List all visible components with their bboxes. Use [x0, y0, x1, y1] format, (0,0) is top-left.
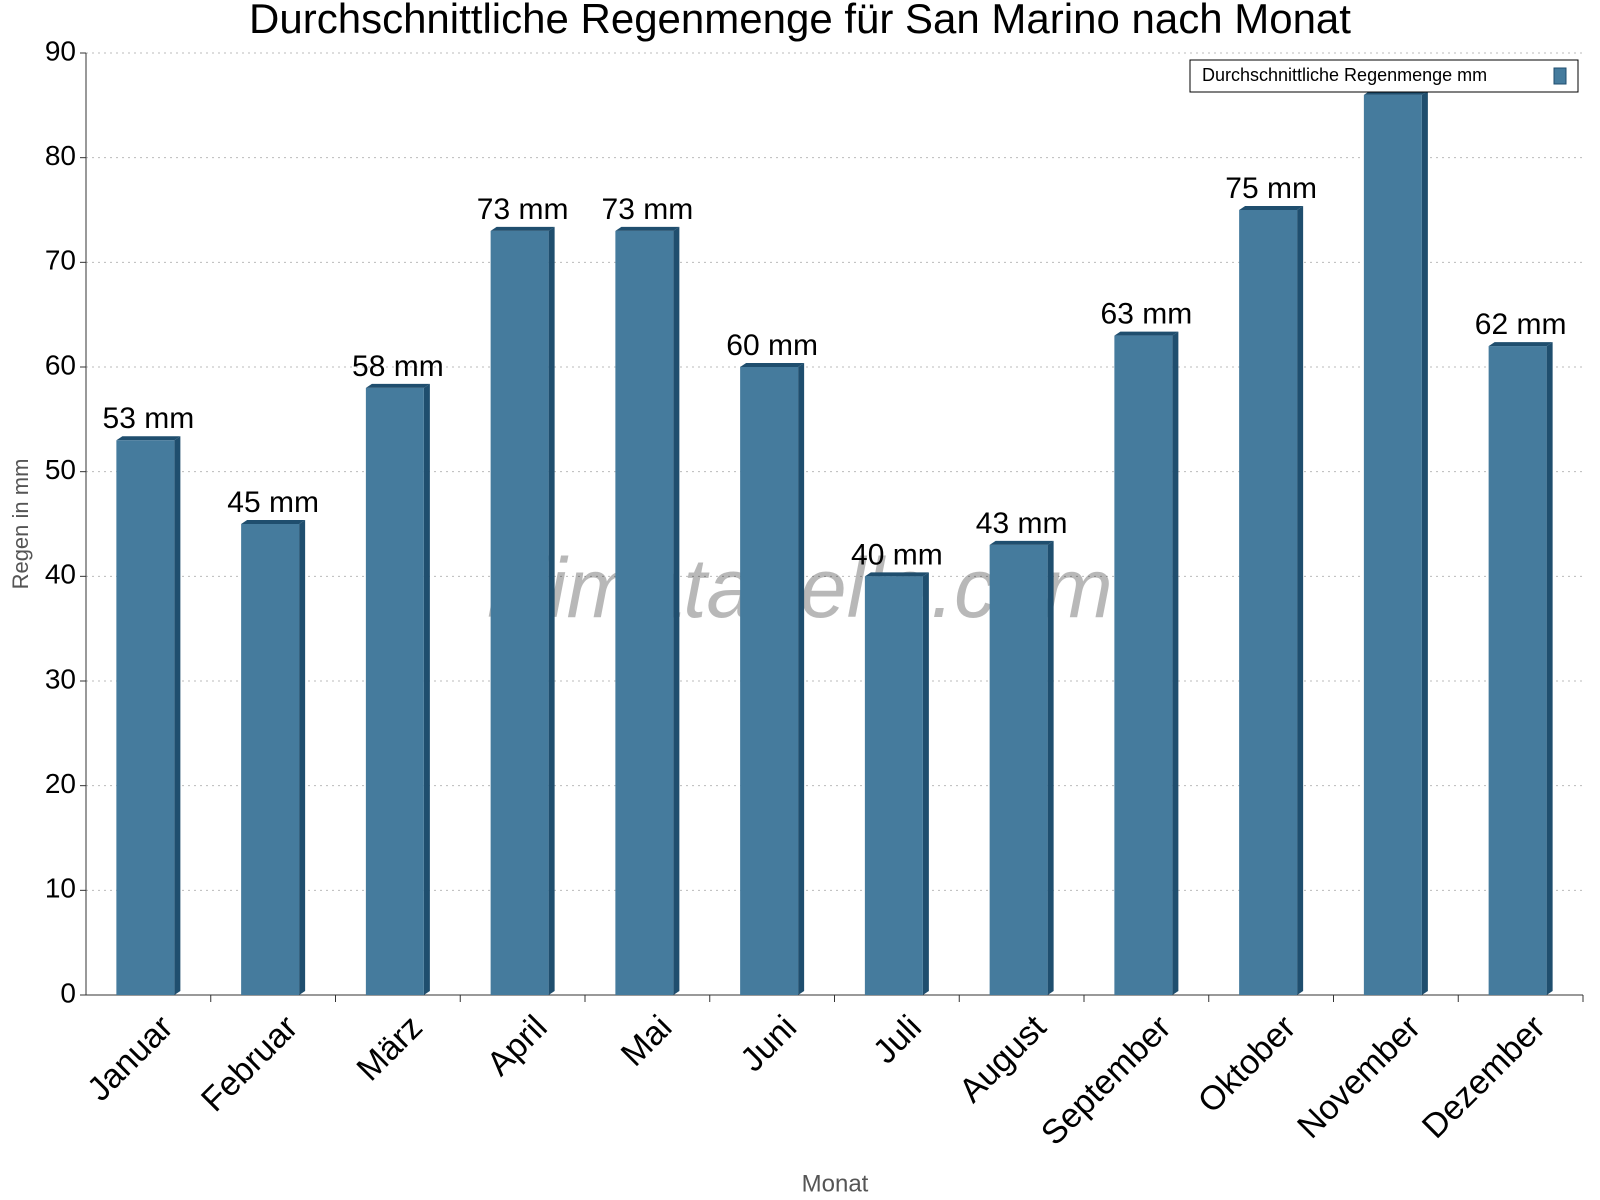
data-label: 45 mm: [227, 486, 319, 519]
bar: [1363, 90, 1428, 995]
x-tick-label: September: [1034, 1008, 1178, 1152]
bar-front: [241, 524, 300, 995]
bar: [864, 572, 929, 995]
legend-swatch: [1553, 67, 1567, 85]
bar-front: [1488, 346, 1547, 996]
x-tick-label: November: [1290, 1008, 1428, 1146]
bar: [615, 226, 680, 995]
bar-side: [548, 226, 555, 995]
data-label: 43 mm: [976, 507, 1068, 540]
bar-front: [116, 440, 175, 995]
bar-top: [740, 363, 805, 367]
y-tick-label: 0: [60, 977, 76, 1008]
bar-side: [1047, 540, 1054, 995]
bar-front: [490, 230, 549, 995]
data-label: 73 mm: [602, 193, 694, 226]
bar-front: [1114, 335, 1173, 996]
bar-side: [1297, 206, 1304, 995]
bar: [490, 226, 555, 995]
bar-side: [798, 363, 805, 995]
bar-top: [116, 436, 181, 441]
x-tick-label: Januar: [80, 1008, 180, 1108]
bar-front: [1363, 94, 1422, 995]
x-axis-title: Monat: [802, 1170, 869, 1197]
data-label: 73 mm: [477, 193, 569, 226]
bar-top: [490, 226, 555, 231]
data-label: 58 mm: [352, 350, 444, 383]
bar-side: [174, 436, 181, 995]
y-tick-label: 50: [45, 454, 76, 485]
bar-top: [1114, 331, 1179, 336]
bar-top: [365, 383, 430, 388]
bar-side: [1546, 342, 1553, 996]
data-label: 53 mm: [103, 402, 195, 435]
bar-top: [1488, 342, 1553, 347]
x-tick-label: Juli: [866, 1008, 929, 1071]
bar-top: [241, 520, 306, 524]
y-tick-label: 30: [45, 663, 76, 694]
bar-top: [1239, 206, 1304, 210]
bar-side: [1421, 90, 1428, 995]
x-tick-label: Oktober: [1191, 1008, 1303, 1120]
bar-front: [365, 387, 424, 995]
x-tick-label: Februar: [194, 1008, 305, 1119]
x-tick-label: April: [480, 1008, 555, 1083]
y-tick-label: 40: [45, 559, 76, 590]
bar-top: [615, 226, 680, 231]
bar-side: [1172, 331, 1179, 996]
y-tick-label: 70: [45, 245, 76, 276]
bar: [1488, 342, 1553, 996]
data-label: 40 mm: [851, 538, 943, 571]
bar: [740, 363, 805, 995]
x-tick-label: Dezember: [1415, 1008, 1553, 1146]
data-label: 62 mm: [1475, 308, 1567, 341]
x-tick-label: Mai: [614, 1008, 680, 1074]
bar-side: [922, 572, 929, 995]
y-tick-label: 20: [45, 768, 76, 799]
legend-label: Durchschnittliche Regenmenge mm: [1202, 65, 1487, 85]
x-tick-label: Juni: [733, 1008, 804, 1079]
bar-front: [615, 230, 674, 995]
bar: [241, 520, 306, 995]
y-tick-label: 10: [45, 873, 76, 904]
bar: [989, 540, 1054, 995]
y-tick-label: 90: [45, 35, 76, 66]
bar: [365, 383, 430, 995]
bar-side: [673, 226, 680, 995]
data-label: 63 mm: [1101, 298, 1193, 331]
bar: [1239, 206, 1304, 995]
x-tick-label: März: [350, 1008, 430, 1088]
bar-front: [740, 367, 799, 995]
bar-front: [989, 544, 1048, 995]
bar-front: [864, 576, 923, 995]
bar: [1114, 331, 1179, 996]
data-label: 60 mm: [726, 329, 818, 362]
y-tick-label: 80: [45, 140, 76, 171]
legend-box: [1189, 59, 1579, 93]
bar: [116, 436, 181, 995]
chart-title: Durchschnittliche Regenmenge für San Mar…: [249, 0, 1351, 42]
bar-side: [423, 383, 430, 995]
x-tick-label: August: [952, 1008, 1054, 1110]
bar-top: [864, 572, 929, 577]
bar-front: [1239, 210, 1298, 995]
data-label: 75 mm: [1225, 172, 1317, 205]
bar-side: [299, 520, 306, 995]
bar-top: [989, 540, 1054, 545]
y-tick-label: 60: [45, 349, 76, 380]
y-axis-title: Regen in mm: [8, 459, 33, 590]
